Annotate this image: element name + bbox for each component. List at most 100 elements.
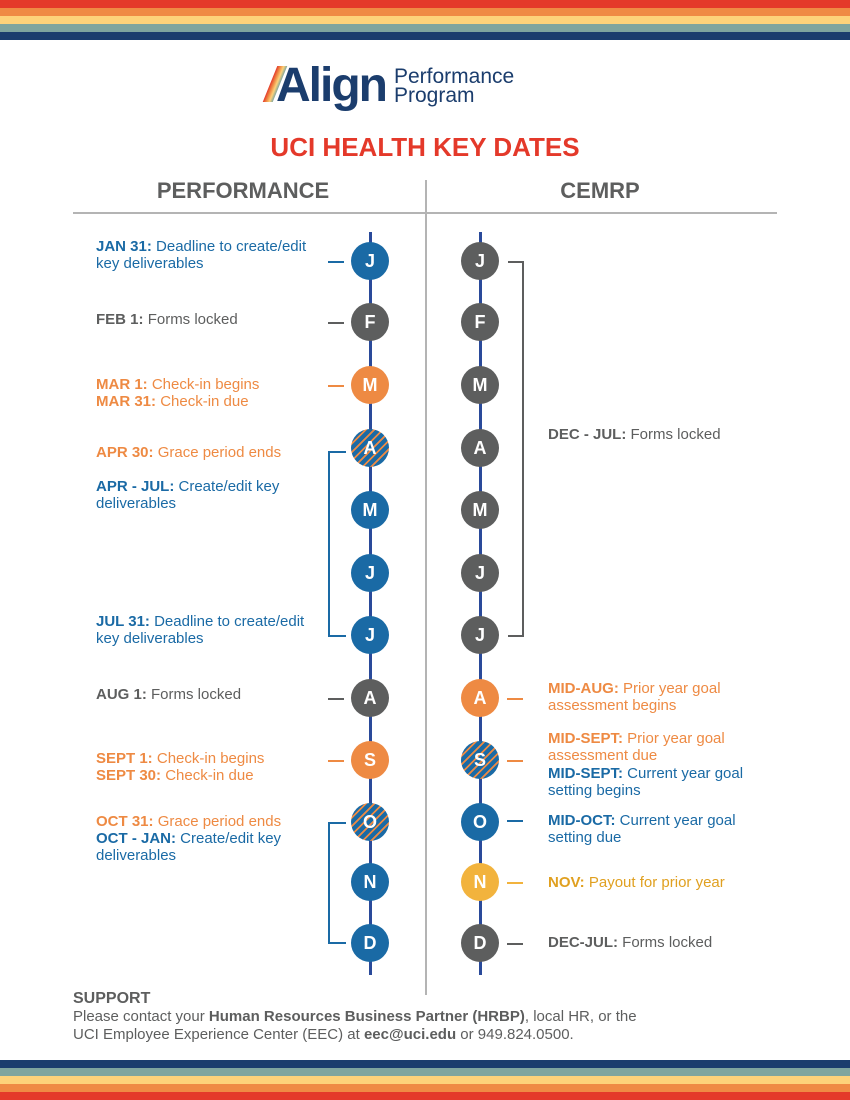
- date-note: JAN 31: Deadline to create/edit key deli…: [96, 238, 326, 272]
- month-circle: N: [461, 863, 499, 901]
- connector-dash: [328, 322, 344, 324]
- connector-dash: [507, 882, 523, 884]
- bottom-stripes: [0, 1060, 850, 1100]
- month-circle: D: [351, 924, 389, 962]
- date-description: Deadline to create/edit key deliverables: [96, 238, 307, 272]
- date-label: JUL 31:: [96, 613, 150, 630]
- date-description: Create/edit key deliverables: [96, 830, 282, 864]
- date-label: APR - JUL:: [96, 478, 175, 495]
- connector-dash: [328, 698, 344, 700]
- support-section: SUPPORT Please contact your Human Resour…: [73, 990, 637, 1044]
- month-circle: A: [351, 679, 389, 717]
- connector-dash: [507, 760, 523, 762]
- date-label: JAN 31:: [96, 238, 152, 255]
- date-note: APR - JUL: Create/edit key deliverables: [96, 478, 316, 512]
- support-phone: or 949.824.0500.: [456, 1026, 574, 1043]
- range-bracket: [508, 261, 524, 637]
- date-note: SEPT 1: Check-in begins: [96, 750, 326, 767]
- date-label: OCT 31:: [96, 813, 154, 830]
- connector-dash: [507, 698, 523, 700]
- logo-sub-2: Program: [393, 83, 475, 107]
- date-description: Prior year goal assessment due: [548, 730, 725, 764]
- date-note: SEPT 30: Check-in due: [96, 767, 326, 784]
- date-note: MAR 1: Check-in begins: [96, 376, 326, 393]
- date-label: AUG 1:: [96, 686, 147, 703]
- page-title: UCI HEALTH KEY DATES: [270, 132, 580, 162]
- date-label: SEPT 1:: [96, 750, 153, 767]
- date-note: MID-AUG: Prior year goal assessment begi…: [548, 680, 748, 714]
- month-circle: N: [351, 863, 389, 901]
- date-note: MID-SEPT: Prior year goal assessment due: [548, 730, 748, 764]
- month-circle: J: [351, 554, 389, 592]
- connector-dash: [507, 820, 523, 822]
- date-label: MID-SEPT:: [548, 730, 623, 747]
- date-label: DEC-JUL:: [548, 934, 618, 951]
- month-circle: O: [351, 803, 389, 841]
- month-circle: D: [461, 924, 499, 962]
- month-circle: J: [351, 242, 389, 280]
- date-label: NOV:: [548, 874, 585, 891]
- month-circle: F: [461, 303, 499, 341]
- date-description: Create/edit key deliverables: [96, 478, 280, 512]
- date-description: Prior year goal assessment begins: [548, 680, 721, 714]
- connector-dash: [328, 385, 344, 387]
- date-description: Grace period ends: [157, 813, 282, 830]
- support-text: , local HR, or the: [524, 1008, 637, 1025]
- date-description: Deadline to create/edit key deliverables: [96, 613, 305, 647]
- support-text: UCI Employee Experience Center (EEC) at: [73, 1026, 364, 1043]
- date-description: Check-in due: [160, 393, 249, 410]
- align-logo: Align Performance Program: [262, 58, 515, 113]
- logo-sub-1: Performance: [393, 64, 515, 88]
- date-note: OCT - JAN: Create/edit key deliverables: [96, 830, 316, 864]
- date-description: Payout for prior year: [588, 874, 725, 891]
- month-circle: J: [461, 242, 499, 280]
- date-description: Check-in due: [165, 767, 254, 784]
- range-bracket: [328, 822, 346, 944]
- date-note: JUL 31: Deadline to create/edit key deli…: [96, 613, 326, 647]
- date-description: Current year goal setting begins: [548, 765, 744, 799]
- date-description: Forms locked: [147, 311, 238, 328]
- cemrp-heading: CEMRP: [560, 178, 640, 203]
- logo-mark: Align: [276, 59, 388, 112]
- date-note: OCT 31: Grace period ends: [96, 813, 326, 830]
- performance-timeline: [369, 232, 372, 975]
- date-label: FEB 1:: [96, 311, 144, 328]
- date-note: MID-OCT: Current year goal setting due: [548, 812, 758, 846]
- cemrp-timeline: [479, 232, 482, 975]
- date-note: AUG 1: Forms locked: [96, 686, 326, 703]
- date-label: DEC - JUL:: [548, 426, 627, 443]
- month-circle: J: [351, 616, 389, 654]
- hrbp-text: Human Resources Business Partner (HRBP): [208, 1008, 525, 1025]
- date-note: NOV: Payout for prior year: [548, 874, 778, 891]
- date-note: DEC - JUL: Forms locked: [548, 426, 778, 443]
- date-label: MAR 31:: [96, 393, 157, 410]
- date-description: Check-in begins: [156, 750, 265, 767]
- connector-dash: [328, 261, 344, 263]
- range-bracket: [328, 451, 346, 637]
- date-description: Forms locked: [151, 686, 242, 703]
- month-circle: A: [461, 429, 499, 467]
- month-circle: M: [461, 491, 499, 529]
- date-note: FEB 1: Forms locked: [96, 311, 326, 328]
- month-circle: M: [351, 366, 389, 404]
- month-circle: J: [461, 616, 499, 654]
- month-circle: M: [351, 491, 389, 529]
- month-circle: A: [351, 429, 389, 467]
- connector-dash: [328, 760, 344, 762]
- date-description: Current year goal setting due: [548, 812, 736, 846]
- month-circle: F: [351, 303, 389, 341]
- month-circle: O: [461, 803, 499, 841]
- support-text: Please contact your: [73, 1008, 209, 1025]
- top-stripes: [0, 0, 850, 40]
- date-label: SEPT 30:: [96, 767, 162, 784]
- date-description: Grace period ends: [157, 444, 282, 461]
- date-label: OCT - JAN:: [96, 830, 176, 847]
- email-link[interactable]: eec@uci.edu: [363, 1026, 457, 1043]
- month-circle: A: [461, 679, 499, 717]
- month-circle: S: [351, 741, 389, 779]
- date-note: APR 30: Grace period ends: [96, 444, 326, 461]
- column-divider: [425, 180, 427, 995]
- support-heading: SUPPORT: [73, 990, 151, 1007]
- performance-heading: PERFORMANCE: [156, 178, 330, 203]
- date-description: Check-in begins: [151, 376, 260, 393]
